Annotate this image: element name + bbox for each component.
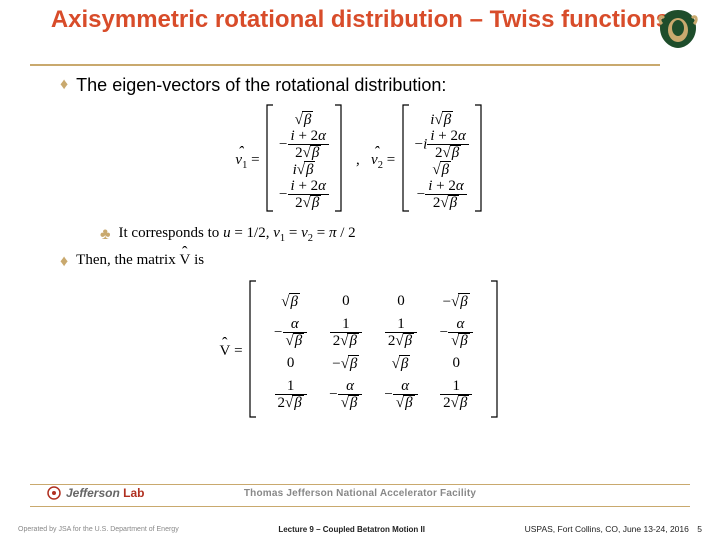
equation-eigenvectors: v1 = β −i + 2α2β iβ −i + 2α2β , v2 = iβ …: [60, 103, 660, 218]
text-fragment: = 1/2,: [231, 225, 274, 241]
divider: [30, 484, 690, 485]
page-number: 5: [697, 524, 702, 534]
v-matrix-table: β00−β −αβ12β12β−αβ 0−ββ0 12β−αβ−αβ12β: [262, 289, 485, 415]
slide: Axisymmetric rotational distribution – T…: [0, 0, 720, 540]
csu-ram-logo: [650, 4, 706, 52]
venue-label: USPAS, Fort Collins, CO, June 13-24, 201…: [525, 524, 702, 534]
bullet-item: ♦ Then, the matrix V is: [60, 251, 660, 273]
title-underline: [30, 64, 660, 66]
club-icon: ♣: [100, 224, 111, 246]
footer-band: Thomas Jefferson National Accelerator Fa…: [0, 488, 720, 508]
equation-v-matrix: V = β00−β −αβ12β12β−αβ 0−ββ0 12β−αβ−αβ12…: [60, 279, 660, 424]
bullet-item: ♦ The eigen-vectors of the rotational di…: [60, 74, 660, 97]
bullet-text: It corresponds to u = 1/2, ν1 = ν2 = π /…: [119, 224, 356, 246]
bullet-text: Then, the matrix V is: [76, 251, 204, 271]
content-area: ♦ The eigen-vectors of the rotational di…: [60, 74, 660, 430]
lecture-label: Lecture 9 – Coupled Betatron Motion II: [278, 525, 425, 534]
bullet-text: The eigen-vectors of the rotational dist…: [76, 74, 446, 97]
footer-bottom: Operated by JSA for the U.S. Department …: [0, 524, 720, 534]
text-fragment: u: [223, 225, 231, 241]
text-fragment: Then, the matrix: [76, 252, 179, 268]
venue-text: USPAS, Fort Collins, CO, June 13-24, 201…: [525, 524, 689, 534]
page-title: Axisymmetric rotational distribution – T…: [0, 6, 720, 34]
facility-name: Thomas Jefferson National Accelerator Fa…: [0, 488, 720, 499]
diamond-icon: ♦: [60, 74, 68, 96]
operated-by: Operated by JSA for the U.S. Department …: [18, 526, 179, 533]
text-fragment: It corresponds to: [119, 225, 224, 241]
diamond-icon: ♦: [60, 251, 68, 273]
divider: [30, 506, 690, 507]
bullet-item: ♣ It corresponds to u = 1/2, ν1 = ν2 = π…: [60, 224, 660, 246]
